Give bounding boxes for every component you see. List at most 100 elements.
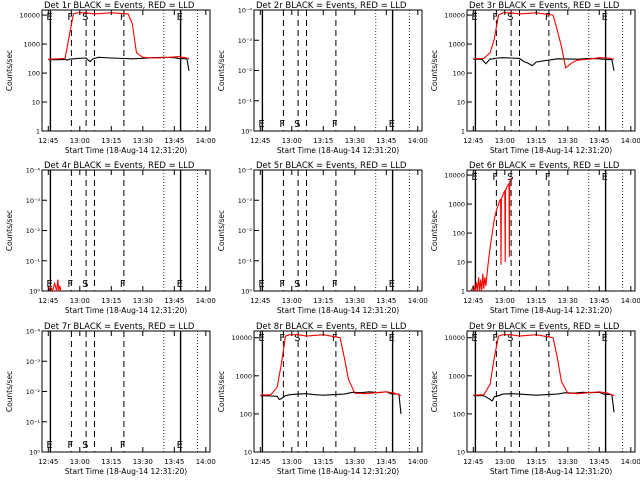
y-tick-label: 10⁻³ bbox=[26, 197, 41, 205]
x-tick-label: 14:00 bbox=[196, 137, 216, 145]
y-axis-label: Counts/sec bbox=[5, 50, 14, 91]
y-tick-label: 100 bbox=[453, 70, 465, 78]
y-tick-label: 1000 bbox=[448, 372, 465, 380]
panel-title: Det 6r BLACK = Events, RED = LLD bbox=[469, 161, 620, 171]
marker-label: S bbox=[294, 333, 300, 344]
marker-label: E bbox=[258, 119, 264, 130]
plot-frame bbox=[466, 330, 636, 453]
x-tick-label: 13:45 bbox=[164, 297, 184, 305]
marker-label: E bbox=[46, 12, 52, 23]
x-tick-label: 13:15 bbox=[526, 137, 546, 145]
x-tick-label: 13:45 bbox=[589, 137, 609, 145]
marker-label: F bbox=[279, 119, 285, 130]
x-tick-label: 13:15 bbox=[101, 458, 121, 466]
marker-label: E bbox=[602, 12, 608, 23]
marker-label: F bbox=[492, 12, 498, 23]
series-events-line bbox=[473, 57, 615, 71]
x-tick-label: 12:45 bbox=[463, 458, 483, 466]
marker-label: E bbox=[46, 279, 52, 290]
y-tick-label: 10⁻⁴ bbox=[26, 167, 41, 175]
panel-det-2: E F S F E12:45 13:00 13:15 13:30 13:45 14:0010⁰10… bbox=[217, 1, 428, 155]
panel-det-8: E F S F E12:45 13:00 13:15 13:30 13:45 14:0010100… bbox=[217, 322, 428, 476]
y-tick-label: 10⁻² bbox=[238, 227, 253, 235]
x-tick-label: 13:30 bbox=[133, 297, 153, 305]
x-tick-label: 13:15 bbox=[313, 458, 333, 466]
marker-label: S bbox=[82, 440, 88, 451]
x-tick-label: 13:30 bbox=[345, 458, 365, 466]
y-tick-label: 10⁰ bbox=[241, 128, 252, 136]
marker-label: F bbox=[332, 279, 338, 290]
y-tick-label: 10⁻¹ bbox=[26, 257, 41, 265]
y-tick-label: 10⁻³ bbox=[238, 37, 253, 45]
x-tick-label: 13:00 bbox=[70, 297, 90, 305]
marker-label: E bbox=[471, 12, 477, 23]
marker-label: E bbox=[177, 440, 183, 451]
series-events-line bbox=[473, 391, 615, 413]
x-tick-label: 13:30 bbox=[345, 297, 365, 305]
y-tick-label: 100 bbox=[240, 410, 252, 418]
x-tick-label: 13:15 bbox=[526, 458, 546, 466]
y-tick-label: 1000 bbox=[448, 41, 465, 49]
x-tick-label: 13:15 bbox=[313, 297, 333, 305]
y-tick-label: 10⁻³ bbox=[26, 358, 41, 366]
y-tick-label: 10 bbox=[244, 449, 252, 457]
marker-label: E bbox=[177, 12, 183, 23]
marker-label: F bbox=[67, 279, 73, 290]
x-tick-label: 13:45 bbox=[376, 297, 396, 305]
x-tick-label: 12:45 bbox=[38, 137, 58, 145]
y-tick-label: 100 bbox=[28, 70, 40, 78]
y-axis-label: Counts/sec bbox=[217, 371, 226, 412]
y-tick-label: 10000 bbox=[444, 334, 465, 342]
plot-frame bbox=[253, 330, 423, 453]
y-tick-label: 10 bbox=[32, 99, 40, 107]
marker-label: S bbox=[82, 12, 88, 23]
y-tick-label: 1 bbox=[461, 288, 465, 296]
x-tick-label: 13:00 bbox=[495, 297, 515, 305]
x-tick-label: 13:30 bbox=[558, 297, 578, 305]
y-tick-label: 10000 bbox=[444, 172, 465, 180]
x-tick-label: 13:30 bbox=[133, 458, 153, 466]
marker-label: F bbox=[492, 172, 498, 183]
x-axis-label: Start Time (18-Aug-14 12:31:20) bbox=[490, 306, 612, 315]
y-axis-label: Counts/sec bbox=[430, 50, 439, 91]
y-tick-label: 10⁰ bbox=[29, 449, 40, 457]
y-axis-label: Counts/sec bbox=[5, 371, 14, 412]
marker-label: S bbox=[294, 119, 300, 130]
marker-label: F bbox=[67, 440, 73, 451]
y-tick-label: 10⁻² bbox=[26, 388, 41, 396]
y-tick-label: 10000 bbox=[444, 12, 465, 20]
x-tick-label: 13:00 bbox=[282, 137, 302, 145]
y-tick-label: 1000 bbox=[23, 41, 40, 49]
y-tick-label: 1000 bbox=[448, 201, 465, 209]
x-axis-label: Start Time (18-Aug-14 12:31:20) bbox=[490, 146, 612, 155]
marker-label: S bbox=[82, 279, 88, 290]
x-tick-label: 12:45 bbox=[250, 137, 270, 145]
x-tick-label: 13:00 bbox=[495, 137, 515, 145]
y-tick-label: 10⁻¹ bbox=[26, 418, 41, 426]
marker-label: S bbox=[294, 279, 300, 290]
panel-title: Det 3r BLACK = Events, RED = LLD bbox=[469, 1, 620, 11]
x-axis-label: Start Time (18-Aug-14 12:31:20) bbox=[277, 467, 399, 476]
series-lld-line bbox=[473, 12, 615, 69]
x-tick-label: 12:45 bbox=[250, 297, 270, 305]
panel-det-9: E F S F E12:45 13:00 13:15 13:30 13:45 14:0010100… bbox=[430, 322, 640, 476]
x-tick-label: 13:15 bbox=[101, 297, 121, 305]
x-tick-label: 13:00 bbox=[282, 458, 302, 466]
marker-label: F bbox=[120, 440, 126, 451]
x-tick-label: 14:00 bbox=[408, 458, 428, 466]
y-axis-label: Counts/sec bbox=[217, 50, 226, 91]
x-tick-label: 13:45 bbox=[164, 137, 184, 145]
x-tick-label: 14:00 bbox=[408, 297, 428, 305]
marker-label: F bbox=[545, 12, 551, 23]
x-tick-label: 14:00 bbox=[621, 137, 640, 145]
marker-label: F bbox=[120, 279, 126, 290]
panel-title: Det 7r BLACK = Events, RED = LLD bbox=[44, 322, 195, 332]
y-tick-label: 10000 bbox=[19, 12, 40, 20]
marker-label: F bbox=[545, 172, 551, 183]
y-tick-label: 10⁻² bbox=[238, 67, 253, 75]
marker-label: F bbox=[279, 333, 285, 344]
marker-label: E bbox=[258, 279, 264, 290]
panel-det-5: E F S F E12:45 13:00 13:15 13:30 13:45 14:0010⁰10… bbox=[217, 161, 428, 315]
plot-frame bbox=[41, 330, 211, 453]
x-tick-label: 13:00 bbox=[495, 458, 515, 466]
